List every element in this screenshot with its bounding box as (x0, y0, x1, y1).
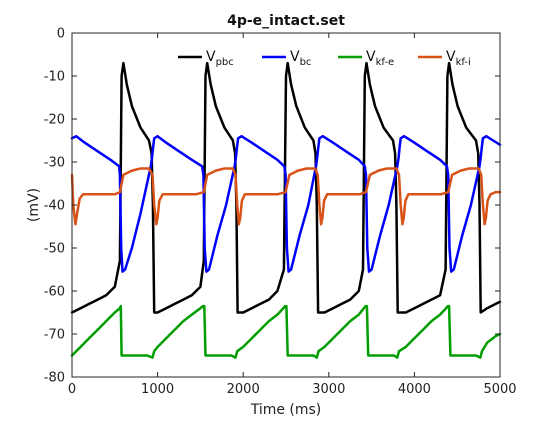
series-layer (70, 61, 502, 359)
y-tick-label: -80 (44, 371, 65, 386)
series-line-kf-e (70, 304, 502, 359)
axes-layer: 0 1000 2000 3000 4000 5000 0 -10 -20 -30 -40 -50 -60… (44, 27, 517, 398)
legend-label: Vpbc (206, 49, 234, 68)
y-tick-label: -20 (44, 113, 65, 128)
x-tick-label: 2000 (227, 382, 260, 397)
y-tick-label: -40 (44, 199, 65, 214)
x-tick-label: 3000 (312, 382, 345, 397)
y-tick-label: -60 (44, 285, 65, 300)
legend-label: Vkf-e (366, 49, 394, 68)
x-axis-label: Time (ms) (250, 402, 322, 418)
legend-entry-kf-i: Vkf-i (418, 49, 471, 68)
y-tick-label: -30 (44, 156, 65, 171)
legend-entry-pbc: Vpbc (178, 49, 234, 68)
y-axis-label: (mV) (26, 188, 42, 222)
x-tick-label: 0 (68, 382, 76, 397)
legend-label: Vkf-i (446, 49, 471, 68)
legend: Vpbc Vbc Vkf-e Vkf-i (178, 49, 471, 68)
series-line-kf-i (70, 167, 502, 226)
series-line-bc (70, 134, 502, 273)
legend-label: Vbc (290, 49, 311, 68)
x-tick-label: 1000 (141, 382, 174, 397)
y-tick-label: -70 (44, 328, 65, 343)
legend-entry-kf-e: Vkf-e (338, 49, 394, 68)
y-tick-label: 0 (57, 27, 65, 42)
y-tick-label: -50 (44, 242, 65, 257)
x-tick-label: 4000 (398, 382, 431, 397)
legend-entry-bc: Vbc (262, 49, 311, 68)
chart-title: 4p-e_intact.set (227, 13, 345, 29)
x-tick-label: 5000 (483, 382, 516, 397)
y-tick-label: -10 (44, 70, 65, 85)
